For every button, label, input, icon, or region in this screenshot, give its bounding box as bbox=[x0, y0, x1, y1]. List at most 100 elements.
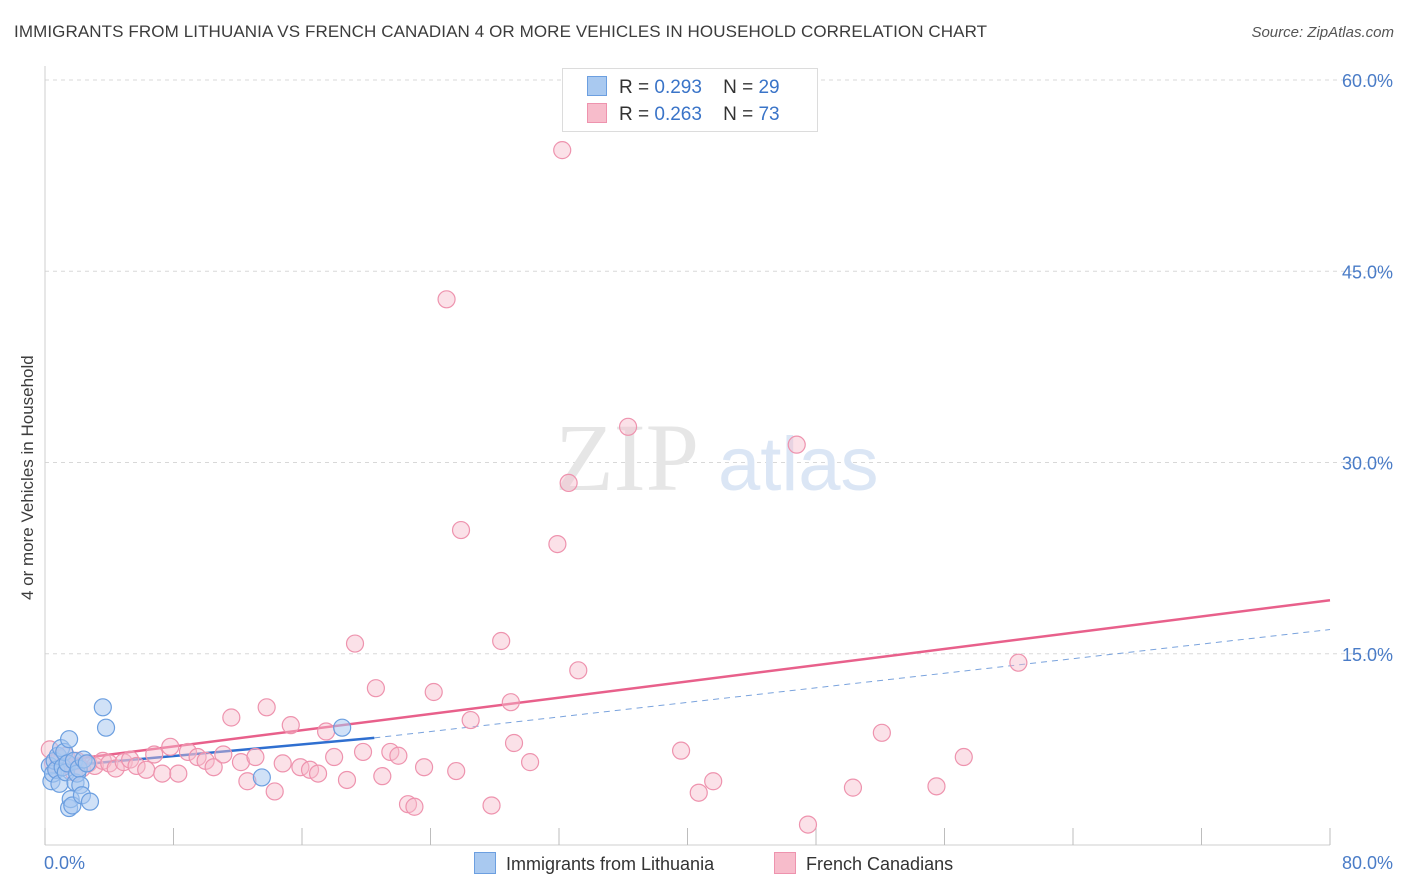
data-point-french-canadians bbox=[153, 764, 172, 783]
watermark-zip: ZIP bbox=[555, 404, 699, 511]
y-axis-label: 4 or more Vehicles in Household bbox=[18, 355, 37, 600]
data-point-french-canadians bbox=[548, 534, 567, 554]
watermark: ZIP atlas bbox=[555, 404, 879, 511]
data-point-french-canadians bbox=[501, 693, 520, 712]
bottom-legend-french-canadians: French Canadians bbox=[774, 852, 953, 875]
legend-n-value: 29 bbox=[758, 77, 780, 98]
trend-line-french-canadians bbox=[49, 598, 1331, 764]
series-french-canadians bbox=[40, 141, 1028, 834]
series-lithuania bbox=[40, 698, 352, 818]
data-point-french-canadians bbox=[161, 737, 180, 756]
bottom-legend-swatch-lithuania bbox=[474, 852, 496, 874]
data-point-french-canadians bbox=[389, 746, 408, 765]
data-point-french-canadians bbox=[618, 417, 638, 436]
axes bbox=[44, 66, 1331, 846]
source-label: Source: ZipAtlas.com bbox=[1251, 24, 1394, 41]
data-point-french-canadians bbox=[1009, 653, 1028, 672]
chart-title: IMMIGRANTS FROM LITHUANIA VS FRENCH CANA… bbox=[14, 22, 988, 41]
data-point-french-canadians bbox=[872, 723, 891, 742]
legend-n-label: N = bbox=[723, 104, 754, 125]
data-point-french-canadians bbox=[461, 710, 480, 730]
data-point-french-canadians bbox=[569, 661, 588, 680]
data-point-french-canadians bbox=[265, 782, 284, 801]
data-point-french-canadians bbox=[553, 141, 572, 160]
data-point-french-canadians bbox=[325, 747, 344, 767]
gridlines bbox=[45, 79, 1392, 655]
x-tick-label: 0.0% bbox=[44, 853, 85, 873]
legend-r-value: 0.263 bbox=[654, 104, 702, 125]
data-point-french-canadians bbox=[447, 761, 466, 781]
data-point-french-canadians bbox=[405, 797, 424, 816]
data-point-french-canadians bbox=[337, 770, 357, 790]
data-point-french-canadians bbox=[127, 756, 146, 776]
data-point-lithuania bbox=[77, 754, 96, 773]
data-point-french-canadians bbox=[316, 722, 336, 741]
stats-legend: R = 0.293 N = 29 R = 0.263 N = 73 bbox=[562, 68, 818, 132]
data-point-french-canadians bbox=[927, 777, 946, 796]
data-point-french-canadians bbox=[451, 520, 471, 540]
y-tick-label: 45.0% bbox=[1342, 262, 1393, 282]
data-point-lithuania bbox=[96, 718, 116, 737]
data-point-french-canadians bbox=[437, 290, 456, 309]
bottom-legend-label-french-canadians: French Canadians bbox=[806, 854, 954, 874]
legend-r-label: R = bbox=[619, 104, 650, 125]
bottom-legend-swatch-french-canadians bbox=[774, 852, 796, 874]
data-point-french-canadians bbox=[504, 733, 524, 753]
bottom-legend-lithuania: Immigrants from Lithuania bbox=[474, 852, 714, 875]
data-point-french-canadians bbox=[954, 747, 973, 767]
data-point-french-canadians bbox=[366, 679, 385, 698]
data-point-french-canadians bbox=[246, 747, 265, 767]
data-point-french-canadians bbox=[704, 772, 723, 791]
data-point-french-canadians bbox=[273, 754, 292, 773]
legend-r-value: 0.293 bbox=[654, 77, 702, 98]
data-point-lithuania bbox=[333, 718, 352, 737]
legend-row-french-canadians: R = 0.263 N = 73 bbox=[587, 103, 780, 127]
data-point-french-canadians bbox=[281, 716, 300, 735]
tick-labels: 15.0% 30.0% 45.0% 60.0% 0.0% 80.0% bbox=[44, 71, 1393, 873]
data-point-french-canadians bbox=[482, 796, 501, 815]
data-point-french-canadians bbox=[424, 682, 443, 702]
data-point-french-canadians bbox=[787, 435, 806, 454]
data-point-french-canadians bbox=[345, 634, 365, 653]
data-point-french-canadians bbox=[257, 698, 276, 717]
trend-line-lithuania-extended bbox=[374, 629, 1331, 739]
data-point-french-canadians bbox=[671, 741, 691, 760]
data-point-french-canadians bbox=[231, 753, 251, 772]
data-point-french-canadians bbox=[559, 473, 578, 492]
data-point-french-canadians bbox=[222, 708, 241, 727]
legend-row-lithuania: R = 0.293 N = 29 bbox=[587, 76, 780, 100]
legend-swatch-french-canadians bbox=[587, 103, 607, 123]
data-point-french-canadians bbox=[798, 815, 818, 834]
data-point-french-canadians bbox=[137, 760, 156, 779]
y-tick-label: 60.0% bbox=[1342, 71, 1393, 91]
y-tick-label: 30.0% bbox=[1342, 454, 1393, 474]
legend-n-value: 73 bbox=[758, 104, 780, 125]
data-point-french-canadians bbox=[520, 753, 540, 772]
data-point-lithuania bbox=[59, 730, 79, 749]
data-point-french-canadians bbox=[178, 742, 198, 762]
data-point-french-canadians bbox=[169, 764, 188, 783]
bottom-legend-label-lithuania: Immigrants from Lithuania bbox=[506, 854, 715, 874]
data-point-french-canadians bbox=[689, 783, 708, 802]
data-point-lithuania bbox=[252, 768, 271, 787]
data-point-french-canadians bbox=[373, 767, 392, 786]
data-point-lithuania bbox=[80, 792, 100, 811]
data-point-french-canadians bbox=[353, 742, 373, 762]
trend-lines bbox=[49, 598, 1331, 769]
data-point-french-canadians bbox=[214, 745, 233, 764]
data-point-french-canadians bbox=[843, 778, 863, 797]
legend-swatch-lithuania bbox=[587, 76, 607, 96]
watermark-atlas: atlas bbox=[718, 422, 879, 507]
data-point-french-canadians bbox=[145, 745, 164, 764]
data-point-french-canadians bbox=[414, 758, 434, 777]
data-point-french-canadians bbox=[204, 758, 223, 777]
legend-r-label: R = bbox=[619, 77, 650, 98]
data-point-lithuania bbox=[93, 698, 112, 717]
legend-n-label: N = bbox=[723, 77, 754, 98]
data-point-french-canadians bbox=[308, 764, 328, 783]
x-tick-label: 80.0% bbox=[1342, 853, 1393, 873]
y-tick-label: 15.0% bbox=[1342, 645, 1393, 665]
data-point-french-canadians bbox=[492, 631, 511, 651]
trend-line-lithuania bbox=[49, 736, 375, 769]
